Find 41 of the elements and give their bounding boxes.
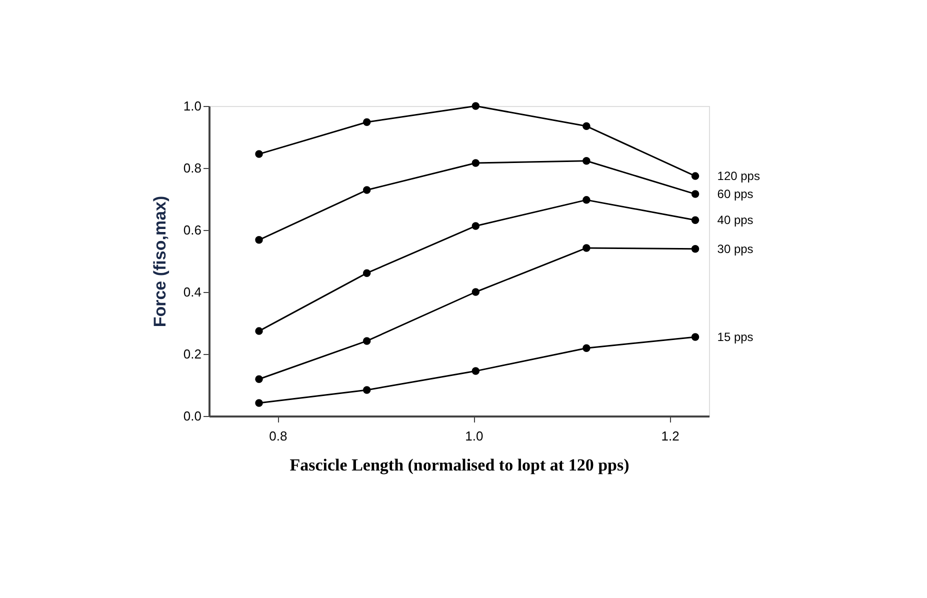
point xyxy=(582,196,590,204)
point xyxy=(362,186,371,194)
y-tick-label: 0.6 xyxy=(183,222,202,238)
point xyxy=(691,190,700,198)
series-label: 60 pps xyxy=(717,187,754,202)
series-label: 15 pps xyxy=(717,330,754,344)
point xyxy=(255,150,263,158)
point xyxy=(691,172,700,180)
x-tick-label: 1.2 xyxy=(661,428,680,444)
point xyxy=(472,222,480,230)
point xyxy=(582,122,590,130)
y-axis-title: Force (fiso,max) xyxy=(150,196,170,328)
y-tick-label: 1.0 xyxy=(183,98,202,114)
point xyxy=(362,118,371,126)
point xyxy=(582,344,590,352)
series-label: 120 pps xyxy=(717,169,760,184)
point xyxy=(691,333,700,341)
point xyxy=(362,386,371,394)
point xyxy=(472,159,480,167)
point xyxy=(362,337,371,345)
point xyxy=(691,216,700,224)
y-tick-label: 0.2 xyxy=(183,346,202,362)
y-tick-label: 0.8 xyxy=(183,160,202,176)
y-tick-label: 0.0 xyxy=(183,408,202,424)
point xyxy=(582,157,590,165)
y-tick-label: 0.4 xyxy=(183,284,202,300)
point xyxy=(362,269,371,277)
point xyxy=(691,245,700,253)
point xyxy=(582,244,590,252)
point xyxy=(255,375,263,383)
x-tick-label: 1.0 xyxy=(465,428,484,444)
series-label: 40 pps xyxy=(717,213,754,228)
point xyxy=(472,367,480,375)
point xyxy=(472,102,480,110)
x-axis-title: Fascicle Length (normalised to lopt at 120 pps) xyxy=(290,456,630,474)
point xyxy=(472,288,480,296)
series-label: 30 pps xyxy=(717,242,754,256)
point xyxy=(255,399,263,407)
x-tick-label: 0.8 xyxy=(269,428,288,444)
point xyxy=(255,236,263,244)
point xyxy=(255,327,263,335)
